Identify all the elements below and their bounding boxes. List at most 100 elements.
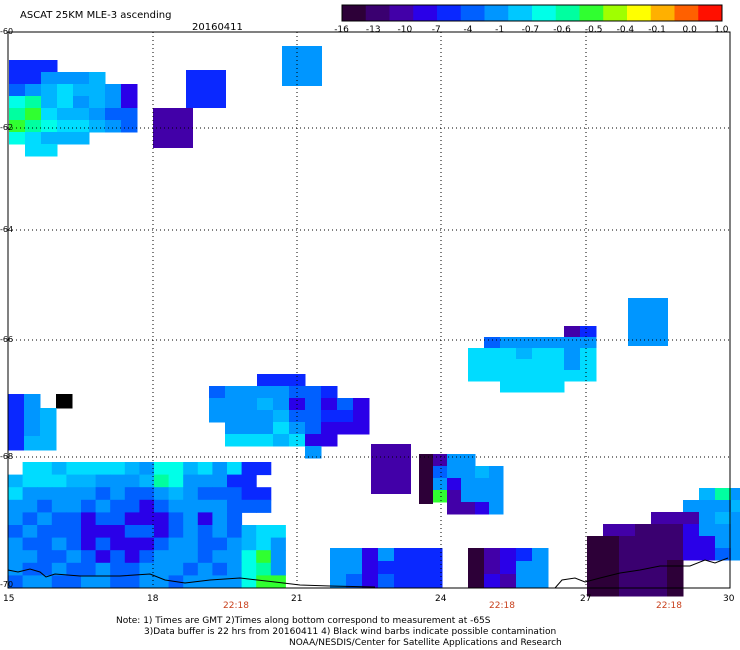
colorbar-label: -1 [495,25,505,35]
data-cell [186,70,226,108]
data-cell [212,525,228,539]
data-cell [41,120,58,133]
data-cell [426,574,443,588]
data-cell [197,512,213,526]
lat-label: -70 [0,580,14,589]
data-cell [282,46,322,86]
data-cell [212,462,228,476]
lat-label: -62 [0,123,14,132]
data-cell [532,337,549,349]
data-cell [37,525,53,539]
data-cell [105,84,122,97]
data-cell [378,548,395,562]
data-cell [183,537,199,551]
data-cell [24,436,41,451]
data-cell [257,374,274,387]
data-cell [66,487,82,501]
data-cell [66,550,82,564]
data-cell [715,548,732,561]
data-cell [241,398,258,411]
data-cell [37,562,53,576]
data-cell [419,454,433,504]
data-cell [197,525,213,539]
data-cell [56,394,73,409]
data-cell [468,574,485,588]
pass-time-label: 22:18 [223,601,249,611]
data-cell [227,575,243,589]
data-cell [51,512,67,526]
data-cell [603,584,620,597]
data-cell [124,562,140,576]
data-cell [8,474,24,488]
data-cell [484,574,501,588]
data-cell [66,474,82,488]
data-cell [270,550,286,564]
lon-label: 18 [147,594,159,604]
data-cell [212,575,228,589]
data-cell [183,550,199,564]
data-cell [461,466,476,479]
colorbar [341,4,723,22]
data-cell [81,537,97,551]
data-cell [447,478,462,491]
data-cell [227,562,243,576]
data-cell [73,72,90,85]
data-cell [731,500,740,513]
data-cell [500,337,517,349]
data-cell [532,359,549,371]
data-cell [651,512,668,525]
data-cell [500,370,517,382]
data-cell [270,525,286,539]
data-cell [461,478,476,491]
data-cell [41,72,58,85]
data-cell [548,337,565,349]
data-cell [57,108,74,121]
data-cell [154,575,170,589]
data-cell [73,120,90,133]
data-cell [500,381,517,393]
data-cell [168,562,184,576]
data-cell [715,500,732,513]
data-cell [212,474,228,488]
lon-label: 27 [580,594,592,604]
data-cell [461,454,476,467]
data-cell [227,462,243,476]
data-cell [66,462,82,476]
data-cell [139,462,155,476]
data-cell [225,398,242,411]
colorbar-label: -13 [365,25,381,35]
data-cell [57,132,74,145]
data-cell [667,524,684,537]
data-cell [484,348,501,360]
data-cell [468,370,485,382]
data-cell [168,499,184,513]
data-cell [110,474,126,488]
data-cell [139,575,155,589]
colorbar-segment [674,5,699,21]
data-cell [139,525,155,539]
lon-label: 15 [3,594,15,604]
data-cell [139,562,155,576]
colorbar-label: -0.4 [616,25,635,35]
data-cell [321,422,338,435]
data-cell [699,548,716,561]
data-cell [580,348,597,360]
data-cell [426,548,443,562]
data-cell [24,394,41,409]
data-cell [81,562,97,576]
data-cell [433,490,448,503]
data-cell [66,575,82,589]
data-cell [37,512,53,526]
data-cell [489,502,504,515]
data-cell [212,550,228,564]
data-cell [22,525,38,539]
data-cell [57,84,74,97]
data-cell [197,487,213,501]
data-cell [183,487,199,501]
data-cell [139,499,155,513]
data-cell [73,132,90,145]
data-cell [209,410,226,423]
data-cell [548,370,565,382]
data-cell [715,524,732,537]
data-cell [9,60,26,73]
